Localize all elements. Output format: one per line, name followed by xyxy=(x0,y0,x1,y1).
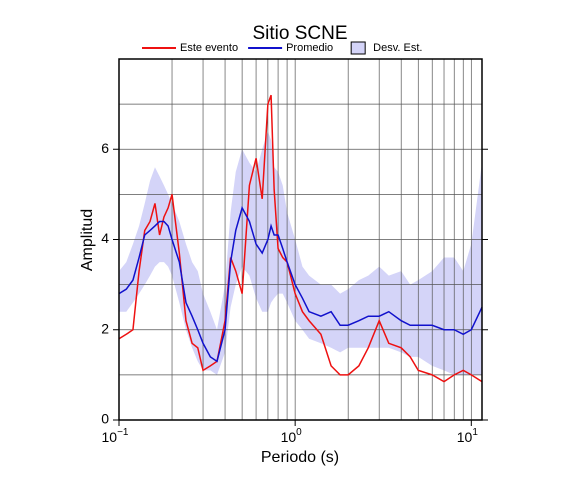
x-tick-exponent: 1 xyxy=(472,427,478,438)
x-axis-label: Periodo (s) xyxy=(261,449,339,466)
y-tick-label: 6 xyxy=(101,140,109,156)
series-line xyxy=(118,205,483,363)
std-band xyxy=(119,131,482,375)
x-tick-base: 10 xyxy=(281,429,297,445)
x-tick-label: 100 xyxy=(281,427,303,445)
x-tick-label: 10−1 xyxy=(102,427,129,445)
legend-label: Desv. Est. xyxy=(373,42,422,54)
y-tick-label: 0 xyxy=(101,411,109,427)
series-line xyxy=(118,94,483,383)
legend-label: Este evento xyxy=(180,42,238,54)
y-tick-label: 2 xyxy=(101,320,109,336)
legend-label: Promedio xyxy=(286,42,333,54)
y-tick-label: 4 xyxy=(101,230,109,246)
x-tick-base: 10 xyxy=(457,429,473,445)
legend-swatch xyxy=(350,41,366,55)
x-tick-label: 101 xyxy=(457,427,479,445)
x-tick-exponent: 0 xyxy=(296,427,302,438)
x-tick-base: 10 xyxy=(102,429,118,445)
chart-title: Sitio SCNE xyxy=(252,23,347,44)
y-axis-label: Amplitud xyxy=(79,209,96,271)
x-tick-exponent: −1 xyxy=(117,427,129,438)
